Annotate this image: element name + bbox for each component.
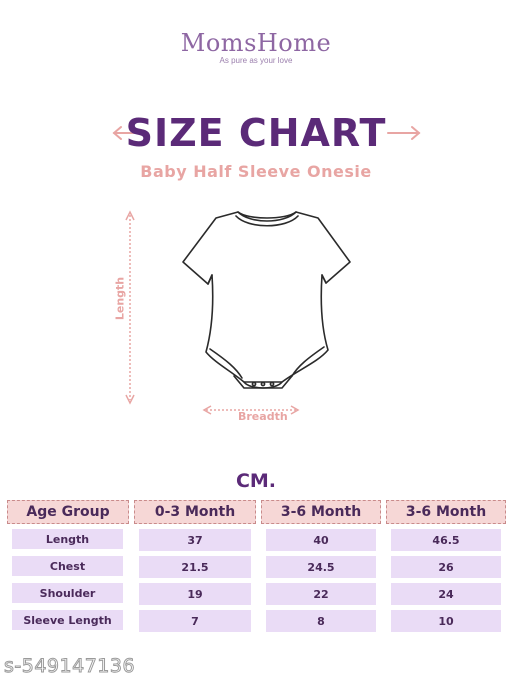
cell-chest-col-1: 21.5 [139,556,251,578]
header-age-group: Age Group [7,500,129,524]
row-label-chest: Chest [12,556,123,578]
cell-length-col-1: 37 [139,529,251,551]
cell-chest-col-3: 26 [391,556,501,578]
title-right-arrow-head [411,126,421,140]
cell-sleeve-col-1: 7 [139,610,251,632]
product-subtitle: Baby Half Sleeve Onesie [140,162,372,181]
cell-shoulder-col-3: 24 [391,583,501,605]
unit-label: CM. [235,470,277,492]
cell-sleeve-col-3: 10 [391,610,501,632]
header-col-3: 3-6 Month [386,500,506,524]
row-label-sleeve-length: Sleeve Length [12,610,123,632]
header-col-1: 0-3 Month [134,500,256,524]
cell-sleeve-col-2: 8 [266,610,376,632]
cell-shoulder-col-2: 22 [266,583,376,605]
header-col-2: 3-6 Month [261,500,381,524]
brand-tagline: As pure as your love [219,56,293,65]
watermark: s-549147136 [3,655,136,678]
cell-shoulder-col-1: 19 [139,583,251,605]
cell-length-col-3: 46.5 [391,529,501,551]
brand-name: MomsHome [180,29,332,57]
length-label: Length [113,276,127,321]
row-label-shoulder: Shoulder [12,583,123,605]
row-label-length: Length [12,529,123,551]
page-title: SIZE CHART [125,111,387,155]
onesie-illustration [182,211,351,389]
cell-length-col-2: 40 [266,529,376,551]
cell-chest-col-2: 24.5 [266,556,376,578]
brand-logo: MomsHome As pure as your love [0,28,512,65]
title-left-arrow-head [112,126,122,140]
breadth-label: Breadth [238,410,288,423]
